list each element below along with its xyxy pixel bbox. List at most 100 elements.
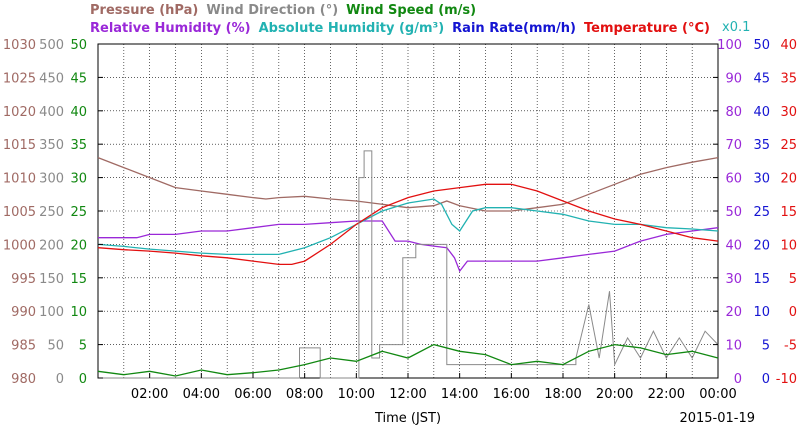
title-2-item: Temperature (°C): [584, 21, 710, 36]
relative_humidity-tick-label: 80: [725, 105, 742, 120]
x-tick-label: 04:00: [183, 387, 220, 402]
temperature-tick-label: 15: [780, 205, 797, 220]
relative-humidity-line: [98, 220, 719, 273]
title-1-item: Wind Speed (m/s): [346, 3, 476, 18]
wind_speed-tick-label: 25: [70, 205, 87, 220]
title-line-1: Pressure (hPa) Wind Direction (°) Wind Spe…: [90, 3, 476, 18]
rain_rate-tick-label: 15: [753, 272, 770, 287]
wind_direction-tick-label: 100: [39, 305, 64, 320]
wind_speed-tick-label: 50: [70, 38, 87, 53]
relative_humidity-tick-label: 60: [725, 172, 742, 187]
relative_humidity-tick-label: 10: [725, 339, 742, 354]
x-tick-label: 00:00: [699, 387, 736, 402]
temperature-c-line: [97, 183, 719, 266]
relative_humidity-tick-label: 100: [717, 38, 742, 53]
rain_rate-tick-label: 20: [753, 238, 770, 253]
temperature-tick-label: 5: [789, 272, 797, 287]
rain_rate-tick-label: 30: [753, 172, 770, 187]
pressure-tick-label: 990: [11, 305, 36, 320]
pressure-tick-label: 980: [11, 372, 36, 387]
pressure-tick-label: 1015: [3, 138, 36, 153]
relative_humidity-tick-label: 30: [725, 272, 742, 287]
wind_direction-tick-label: 450: [39, 71, 64, 86]
wind_speed-tick-label: 20: [70, 238, 87, 253]
pressure-tick-label: 1000: [3, 238, 36, 253]
wind_speed-tick-label: 45: [70, 71, 87, 86]
wind_direction-tick-label: 400: [39, 105, 64, 120]
pressure-tick-label: 1010: [3, 172, 36, 187]
rain_rate-tick-label: 35: [753, 138, 770, 153]
x-tick-label: 10:00: [338, 387, 375, 402]
axis-ticks: 9809859909951000100510101015102010251030…: [3, 38, 797, 402]
abs-humidity-scale-note: x0.1: [722, 20, 750, 35]
rain_rate-tick-label: 25: [753, 205, 770, 220]
absolute-humidity-g-m-line: [97, 198, 719, 256]
pressure-tick-label: 1030: [3, 38, 36, 53]
pressure-tick-label: 1005: [3, 205, 36, 220]
x-axis-label: Time (JST): [374, 411, 441, 426]
wind_speed-tick-label: 40: [70, 105, 87, 120]
title-1-item: Pressure (hPa): [90, 3, 198, 18]
relative_humidity-tick-label: 50: [725, 205, 742, 220]
title-1-item: Wind Direction (°): [206, 3, 338, 18]
temperature-tick-label: 30: [780, 105, 797, 120]
x-tick-label: 06:00: [234, 387, 271, 402]
title-2-item: Relative Humidity (%): [90, 21, 251, 36]
relative_humidity-tick-label: 40: [725, 238, 742, 253]
wind_speed-tick-label: 5: [79, 339, 87, 354]
rain_rate-tick-label: 10: [753, 305, 770, 320]
x-tick-label: 08:00: [286, 387, 323, 402]
temperature-tick-label: 20: [780, 172, 797, 187]
wind_speed-tick-label: 10: [70, 305, 87, 320]
wind_direction-tick-label: 300: [39, 172, 64, 187]
rain_rate-tick-label: 50: [753, 38, 770, 53]
wind_direction-tick-label: 250: [39, 205, 64, 220]
temperature-tick-label: 0: [789, 305, 797, 320]
x-tick-label: 18:00: [544, 387, 581, 402]
pressure-tick-label: 995: [11, 272, 36, 287]
wind_direction-tick-label: 150: [39, 272, 64, 287]
rain_rate-tick-label: 45: [753, 71, 770, 86]
wind_direction-tick-label: 0: [56, 372, 64, 387]
x-tick-label: 16:00: [493, 387, 530, 402]
wind-speed-m-s-line: [97, 343, 719, 377]
temperature-tick-label: 40: [780, 38, 797, 53]
temperature-tick-label: 35: [780, 71, 797, 86]
wind_speed-tick-label: 15: [70, 272, 87, 287]
wind_direction-tick-label: 350: [39, 138, 64, 153]
temperature-tick-label: 10: [780, 238, 797, 253]
wind_direction-tick-label: 500: [39, 38, 64, 53]
temperature-tick-label: 25: [780, 138, 797, 153]
title-2: Relative Humidity (%) Absolute Humidity (…: [90, 21, 710, 36]
x-tick-label: 14:00: [441, 387, 478, 402]
rain_rate-tick-label: 40: [753, 105, 770, 120]
relative_humidity-tick-label: 90: [725, 71, 742, 86]
title-2-item: Rain Rate(mm/h): [452, 21, 576, 36]
rain_rate-tick-label: 0: [762, 372, 770, 387]
data-series: [97, 150, 719, 379]
wind-direction-line: [98, 150, 719, 379]
wind_speed-tick-label: 35: [70, 138, 87, 153]
x-tick-label: 12:00: [389, 387, 426, 402]
pressure-tick-label: 1025: [3, 71, 36, 86]
x-tick-label: 22:00: [648, 387, 685, 402]
x-tick-label: 02:00: [131, 387, 168, 402]
x-tick-label: 20:00: [596, 387, 633, 402]
title-line-2: Relative Humidity (%) Absolute Humidity (…: [90, 20, 750, 36]
date-label: 2015-01-19: [679, 411, 755, 426]
temperature-tick-label: -5: [784, 339, 797, 354]
title-1: Pressure (hPa) Wind Direction (°) Wind Spe…: [90, 3, 476, 18]
wind_direction-tick-label: 200: [39, 238, 64, 253]
wind_speed-tick-label: 0: [79, 372, 87, 387]
pressure-hpa-line: [97, 156, 719, 212]
title-2-item: Absolute Humidity (g/m³): [259, 21, 445, 36]
wind_direction-tick-label: 50: [47, 339, 64, 354]
pressure-tick-label: 1020: [3, 105, 36, 120]
temperature-tick-label: -10: [776, 372, 797, 387]
relative_humidity-tick-label: 0: [734, 372, 742, 387]
rain_rate-tick-label: 5: [762, 339, 770, 354]
wind_speed-tick-label: 30: [70, 172, 87, 187]
relative_humidity-tick-label: 20: [725, 305, 742, 320]
pressure-tick-label: 985: [11, 339, 36, 354]
